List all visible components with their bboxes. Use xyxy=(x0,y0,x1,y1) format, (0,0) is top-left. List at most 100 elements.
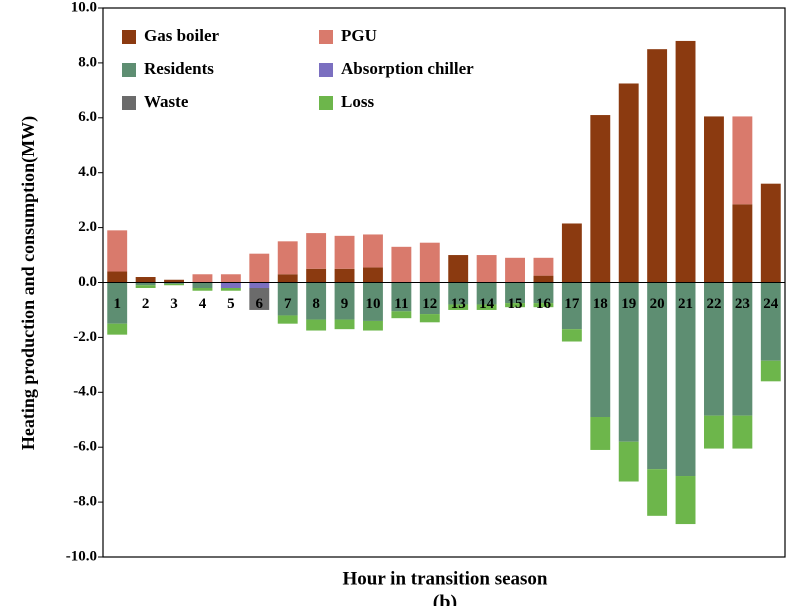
bar-segment xyxy=(732,204,753,283)
bar-segment xyxy=(306,319,327,331)
bar-segment xyxy=(334,268,355,283)
y-tick-label: -6.0 xyxy=(73,439,97,455)
bar-segment xyxy=(306,268,327,283)
bar-segment xyxy=(277,274,298,283)
legend-label: Loss xyxy=(341,92,374,111)
y-tick-label: -2.0 xyxy=(73,329,97,345)
bar-segment xyxy=(192,274,213,283)
x-tick-label: 22 xyxy=(706,296,721,312)
x-tick-label: 3 xyxy=(170,296,178,312)
bar-segment xyxy=(760,183,781,283)
bar-segment xyxy=(334,319,355,330)
bar-segment xyxy=(306,282,327,320)
bar-segment xyxy=(107,230,128,272)
bar-segment xyxy=(363,234,383,268)
bar-segment xyxy=(249,253,270,283)
x-tick-label: 5 xyxy=(227,296,235,312)
legend-label: Absorption chiller xyxy=(341,59,474,78)
x-tick-label: 9 xyxy=(341,296,349,312)
bar-segment xyxy=(704,116,724,283)
y-tick-label: 8.0 xyxy=(78,54,97,70)
bar-segment xyxy=(448,282,469,305)
y-tick-label: 10.0 xyxy=(71,0,97,15)
legend-label: Waste xyxy=(144,92,189,111)
bar-segment xyxy=(561,329,582,342)
legend-swatch xyxy=(122,96,136,110)
x-tick-label: 17 xyxy=(564,296,580,312)
y-tick-label: -8.0 xyxy=(73,494,97,510)
bar-segment xyxy=(363,267,383,283)
y-tick-label: 2.0 xyxy=(78,219,97,235)
bar-segment xyxy=(760,360,781,382)
x-tick-label: 8 xyxy=(312,296,320,312)
bar-segment xyxy=(590,115,611,283)
bar-segment xyxy=(590,282,611,418)
bar-segment xyxy=(618,83,639,283)
bar-segment xyxy=(533,282,554,304)
legend-swatch xyxy=(122,63,136,77)
bar-segment xyxy=(505,282,525,304)
bar-segment xyxy=(277,315,298,324)
legend-swatch xyxy=(319,30,333,44)
bar-segment xyxy=(391,282,412,312)
caption: (b) xyxy=(433,592,457,606)
x-tick-label: 16 xyxy=(536,296,552,312)
bar-segment xyxy=(533,275,554,283)
bar-segment xyxy=(419,242,440,283)
x-axis-label: Hour in transition season xyxy=(343,568,548,589)
bar-segment xyxy=(107,271,128,283)
bar-segment xyxy=(561,282,582,330)
x-tick-label: 11 xyxy=(394,296,408,312)
bar-segment xyxy=(135,285,156,288)
x-tick-label: 24 xyxy=(763,296,779,312)
legend-label: PGU xyxy=(341,26,377,45)
bar-segment xyxy=(220,287,241,291)
bar-segment xyxy=(220,274,241,283)
bar-segment xyxy=(135,277,156,283)
bar-segment xyxy=(306,233,327,269)
legend-label: Gas boiler xyxy=(144,26,220,45)
x-tick-label: 21 xyxy=(678,296,693,312)
legend-swatch xyxy=(122,30,136,44)
bar-segment xyxy=(647,282,668,470)
bar-segment xyxy=(448,304,469,310)
x-tick-label: 10 xyxy=(365,296,380,312)
bar-segment xyxy=(391,246,412,283)
bar-segment xyxy=(192,282,213,288)
bar-segment xyxy=(675,40,696,283)
bar-segment xyxy=(618,282,639,442)
bar-segment xyxy=(476,282,497,305)
x-tick-label: 4 xyxy=(199,296,207,312)
legend-label: Residents xyxy=(144,59,214,78)
bar-segment xyxy=(419,314,440,323)
bar-segment xyxy=(476,255,497,283)
bar-segment xyxy=(675,476,696,525)
x-tick-label: 2 xyxy=(142,296,150,312)
bar-segment xyxy=(334,235,355,269)
bar-segment xyxy=(760,282,781,361)
x-tick-label: 7 xyxy=(284,296,292,312)
bar-segment xyxy=(732,116,753,205)
bar-segment xyxy=(647,49,668,283)
legend-swatch xyxy=(319,96,333,110)
y-tick-label: -4.0 xyxy=(73,384,97,400)
bar-segment xyxy=(732,415,753,449)
bar-segment xyxy=(107,282,128,324)
y-axis-label: Heating production and consumption(MW) xyxy=(18,116,39,450)
bar-segment xyxy=(647,469,668,516)
x-tick-label: 19 xyxy=(621,296,636,312)
y-tick-label: 0.0 xyxy=(78,274,97,290)
bar-segment xyxy=(704,415,724,449)
bar-segment xyxy=(249,282,270,288)
bar-segment xyxy=(590,417,611,450)
bar-segment xyxy=(192,287,213,291)
y-tick-label: -10.0 xyxy=(66,548,97,564)
legend-swatch xyxy=(319,63,333,77)
bar-segment xyxy=(277,282,298,316)
bar-segment xyxy=(334,282,355,320)
x-tick-label: 23 xyxy=(735,296,750,312)
x-tick-label: 13 xyxy=(451,296,466,312)
bar-segment xyxy=(391,311,412,319)
bar-segment xyxy=(164,279,184,283)
